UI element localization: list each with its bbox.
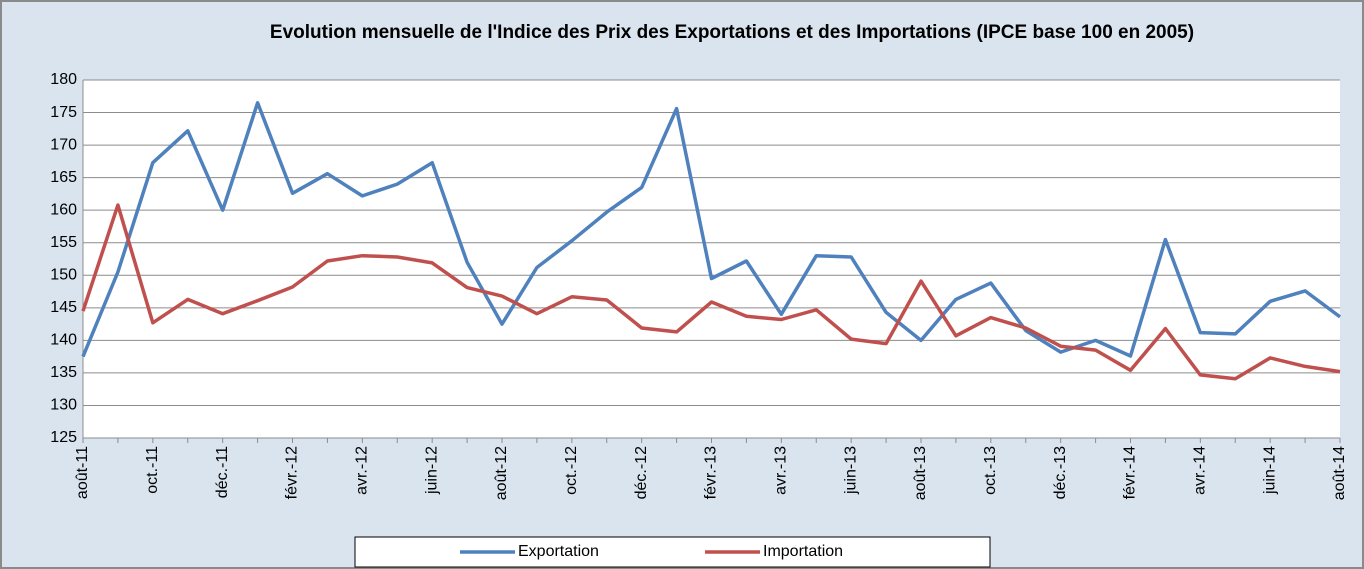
y-tick-label: 145 (50, 299, 77, 316)
x-tick-label: avr.-14 (1192, 446, 1209, 495)
x-tick-label: avr.-13 (773, 446, 790, 495)
x-tick-label: févr.-13 (703, 446, 720, 499)
legend: Exportation Importation (354, 536, 991, 568)
x-tick-label: juin-12 (423, 446, 440, 495)
y-tick-label: 150 (50, 266, 77, 283)
x-tick-label: avr.-12 (354, 446, 371, 495)
x-tick-label: oct.-11 (144, 446, 161, 494)
x-tick-label: août-14 (1331, 446, 1348, 500)
y-tick-label: 165 (50, 169, 77, 186)
y-tick-label: 170 (50, 136, 77, 153)
y-tick-label: 140 (50, 332, 77, 349)
x-tick-label: déc.-12 (633, 446, 650, 499)
x-tick-label: févr.-12 (284, 446, 301, 499)
x-tick-label: oct.-12 (563, 446, 580, 495)
plot-area (83, 80, 1340, 438)
y-tick-label: 130 (50, 397, 77, 414)
y-tick-label: 180 (50, 71, 77, 88)
x-tick-label: août-12 (493, 446, 510, 500)
x-tick-label: août-13 (912, 446, 929, 500)
legend-label: Exportation (518, 543, 599, 560)
y-tick-label: 125 (50, 429, 77, 446)
x-tick-label: déc.-11 (214, 446, 231, 498)
series-line (81, 101, 1342, 358)
x-tick-label: oct.-13 (982, 446, 999, 495)
y-tick-label: 135 (50, 364, 77, 381)
y-tick-label: 155 (50, 234, 77, 251)
x-tick-label: juin-13 (842, 446, 859, 495)
x-tick-label: août-11 (74, 446, 91, 499)
legend-label: Importation (763, 543, 843, 560)
x-tick-label: déc.-13 (1052, 446, 1069, 499)
series-line (81, 203, 1341, 381)
y-tick-label: 175 (50, 104, 77, 121)
x-tick-label: juin-14 (1261, 446, 1278, 495)
y-tick-label: 160 (50, 201, 77, 218)
x-tick-label: févr.-14 (1122, 446, 1139, 499)
chart-title: Evolution mensuelle de l'Indice des Prix… (269, 22, 1195, 43)
legend-box (354, 536, 991, 568)
